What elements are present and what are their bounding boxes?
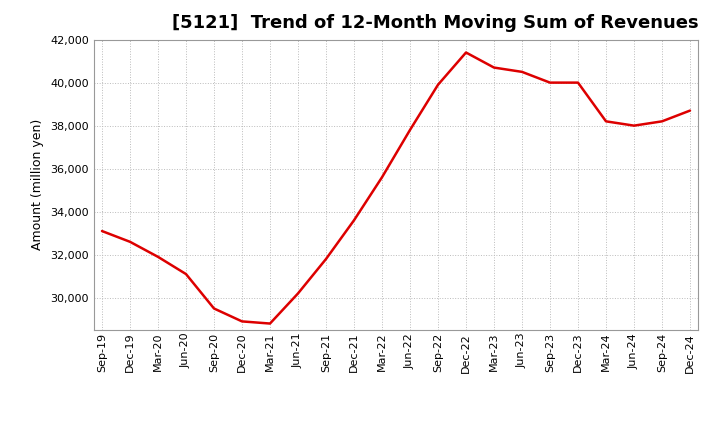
- Y-axis label: Amount (million yen): Amount (million yen): [32, 119, 45, 250]
- Text: [5121]  Trend of 12-Month Moving Sum of Revenues: [5121] Trend of 12-Month Moving Sum of R…: [172, 15, 699, 33]
